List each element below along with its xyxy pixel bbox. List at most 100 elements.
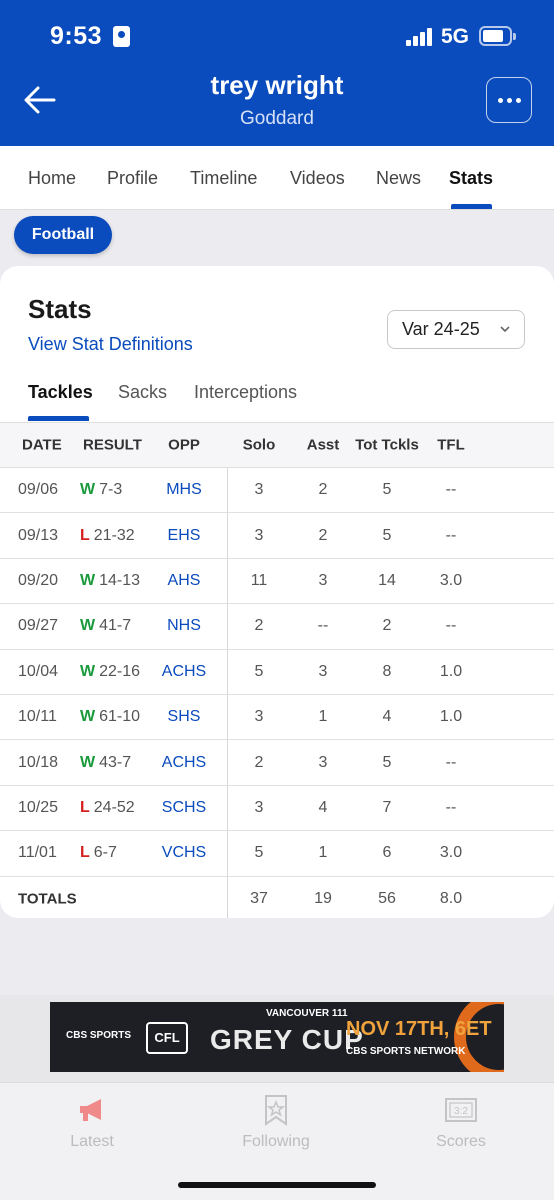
table-row: 09/13 L 21-32 EHS 3 2 5 --	[0, 512, 554, 557]
ad-cbs-logo: CBS SPORTS	[66, 1030, 132, 1041]
tab-videos[interactable]: Videos	[290, 168, 345, 188]
table-row: 10/18 W 43-7 ACHS 2 3 5 --	[0, 739, 554, 784]
opponent-link[interactable]: SHS	[167, 708, 201, 726]
opponent-link[interactable]: ACHS	[161, 753, 207, 771]
game-date: 10/18	[18, 753, 59, 771]
game-score: 21-32	[93, 526, 135, 544]
battery-icon	[479, 26, 516, 46]
ad-network: CBS SPORTS NETWORK	[346, 1046, 466, 1057]
tab-timeline[interactable]: Timeline	[190, 168, 258, 188]
sport-filter-button[interactable]: Football	[14, 216, 112, 254]
ad-date: NOV 17TH, 6ET	[346, 1018, 492, 1040]
game-result: L 24-52	[80, 799, 135, 817]
profile-tabs: Home Profile Timeline Videos News Stats	[0, 146, 554, 210]
game-date: 09/27	[18, 617, 59, 635]
game-result: W 61-10	[80, 708, 140, 726]
totals-tot: 56	[378, 889, 396, 907]
total-tackles: 7	[382, 798, 392, 816]
game-score: 61-10	[99, 708, 141, 726]
game-result: L 21-32	[80, 527, 135, 545]
column-header: OPP	[168, 436, 200, 454]
tackles-for-loss: --	[445, 526, 457, 544]
back-button[interactable]	[20, 80, 60, 120]
nav-scores[interactable]: 3:2 Scores	[396, 1093, 526, 1151]
assisted-tackles: 4	[318, 798, 328, 816]
game-score: 6-7	[93, 844, 117, 862]
subtab-interceptions[interactable]: Interceptions	[194, 382, 298, 402]
subtab-sacks[interactable]: Sacks	[118, 382, 168, 402]
opponent-link[interactable]: VCHS	[161, 844, 207, 862]
total-tackles: 5	[382, 753, 392, 771]
solo-tackles: 2	[254, 753, 264, 771]
game-date: 09/13	[18, 526, 59, 544]
column-header: Asst	[306, 436, 340, 454]
assisted-tackles: 3	[318, 571, 328, 589]
tackles-for-loss: --	[445, 798, 457, 816]
solo-tackles: 3	[254, 481, 264, 499]
dot-icon	[497, 97, 503, 103]
dot-icon	[506, 97, 512, 103]
player-school: Goddard	[240, 108, 314, 129]
opponent-link[interactable]: EHS	[167, 526, 201, 544]
totals-asst: 19	[314, 889, 332, 907]
game-score: 24-52	[93, 798, 135, 816]
opponent-link[interactable]: ACHS	[161, 662, 207, 680]
tackles-table: DATE RESULT OPP Solo Asst Tot Tckls TFL …	[0, 422, 554, 921]
player-name: trey wright	[210, 70, 344, 100]
table-row: 11/01 L 6-7 VCHS 5 1 6 3.0	[0, 830, 554, 875]
table-row: 10/04 W 22-16 ACHS 5 3 8 1.0	[0, 648, 554, 694]
total-tackles: 2	[382, 617, 392, 635]
bottom-nav: Latest Following 3:2 Scores	[0, 1082, 554, 1200]
assisted-tackles: --	[317, 617, 329, 635]
active-subtab-indicator	[28, 416, 89, 421]
tackles-for-loss: 1.0	[439, 708, 463, 726]
game-result: W 22-16	[80, 663, 140, 681]
win-loss-indicator: L	[80, 526, 90, 544]
assisted-tackles: 2	[318, 526, 328, 544]
game-date: 10/04	[18, 662, 59, 680]
win-loss-indicator: W	[80, 753, 96, 771]
nav-following[interactable]: Following	[211, 1093, 341, 1151]
nav-label: Following	[242, 1133, 310, 1150]
game-result: L 6-7	[80, 844, 117, 862]
opponent-link[interactable]: SCHS	[161, 798, 207, 816]
signal-icon	[406, 28, 434, 46]
assisted-tackles: 3	[318, 662, 328, 680]
totals-tfl: 8.0	[439, 889, 463, 907]
win-loss-indicator: L	[80, 798, 90, 816]
subtab-tackles[interactable]: Tackles	[28, 382, 93, 402]
more-options-button[interactable]	[486, 77, 532, 123]
ad-subtitle: VANCOUVER 111	[266, 1008, 348, 1019]
tab-home[interactable]: Home	[28, 168, 77, 188]
nav-latest[interactable]: Latest	[27, 1093, 157, 1151]
stat-definitions-link[interactable]: View Stat Definitions	[28, 334, 193, 354]
stats-card: Stats View Stat Definitions Var 24-25 Ta…	[0, 266, 554, 918]
game-score: 7-3	[99, 481, 123, 499]
table-row: 09/27 W 41-7 NHS 2 -- 2 --	[0, 603, 554, 648]
game-result: W 43-7	[80, 754, 131, 772]
ad-title: GREY CUP	[210, 1024, 364, 1055]
tackles-for-loss: 3.0	[439, 571, 463, 589]
opponent-link[interactable]: MHS	[166, 481, 202, 499]
game-date: 10/11	[18, 708, 57, 726]
chevron-down-icon	[500, 326, 510, 333]
season-dropdown[interactable]: Var 24-25	[387, 310, 525, 349]
total-tackles: 6	[382, 844, 392, 862]
game-result: W 41-7	[80, 617, 131, 635]
tackles-for-loss: 3.0	[439, 844, 463, 862]
scoreboard-icon: 3:2	[445, 1098, 477, 1122]
game-score: 41-7	[99, 617, 132, 635]
app-header: 9:53 5G trey wright Goddard	[0, 0, 554, 146]
tab-profile[interactable]: Profile	[107, 168, 159, 188]
opponent-link[interactable]: NHS	[167, 617, 201, 635]
ad-banner[interactable]: CBS SPORTS CFL VANCOUVER 111 GREY CUP NO…	[50, 1002, 504, 1072]
tab-stats[interactable]: Stats	[449, 168, 494, 188]
total-tackles: 5	[382, 481, 392, 499]
win-loss-indicator: W	[80, 617, 96, 635]
nav-label: Latest	[70, 1133, 114, 1150]
id-badge-icon	[113, 26, 130, 47]
solo-tackles: 2	[254, 617, 264, 635]
opponent-link[interactable]: AHS	[167, 571, 201, 589]
tab-news[interactable]: News	[376, 168, 422, 188]
game-result: W 7-3	[80, 481, 122, 499]
